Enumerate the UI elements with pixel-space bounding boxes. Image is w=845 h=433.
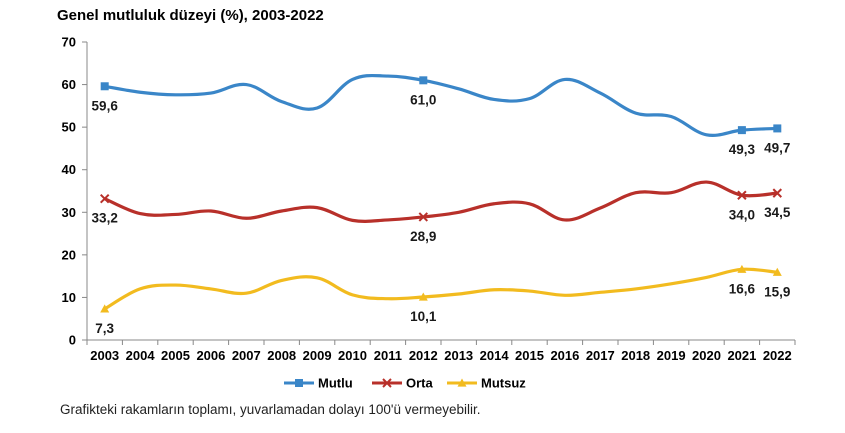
x-tick-label: 2017 bbox=[586, 348, 615, 363]
legend-label: Orta bbox=[406, 376, 434, 391]
x-tick-label: 2011 bbox=[374, 348, 402, 363]
series-lines bbox=[103, 73, 778, 311]
legend-item-mutlu: Mutlu bbox=[284, 376, 353, 391]
legend: Mutlu Orta Mutsuz bbox=[284, 376, 526, 391]
data-label: 15,9 bbox=[764, 284, 790, 299]
marker-triangle bbox=[418, 292, 428, 301]
y-tick-label: 30 bbox=[62, 205, 76, 220]
y-tick-label: 10 bbox=[62, 290, 76, 305]
x-tick-label: 2005 bbox=[161, 348, 190, 363]
x-tick-label: 2015 bbox=[515, 348, 544, 363]
x-tick-label: 2004 bbox=[126, 348, 156, 363]
x-tick-label: 2008 bbox=[267, 348, 296, 363]
marker-square bbox=[773, 124, 782, 133]
x-tick-label: 2016 bbox=[550, 348, 579, 363]
legend-item-mutsuz: Mutsuz bbox=[447, 376, 526, 391]
marker-triangle bbox=[100, 304, 110, 313]
data-labels: 59,6 61,0 49,3 49,7 33,2 28,9 34,0 34,5 7,3 10,1 1… bbox=[92, 92, 791, 336]
marker-square bbox=[737, 126, 746, 135]
marker-cross bbox=[418, 212, 429, 222]
marker-square bbox=[295, 379, 303, 387]
data-label: 49,7 bbox=[764, 140, 790, 155]
marker-square bbox=[100, 82, 109, 91]
marker-triangle bbox=[457, 378, 467, 387]
data-label: 34,0 bbox=[729, 207, 755, 222]
legend-label: Mutlu bbox=[318, 376, 353, 391]
x-tick-label: 2019 bbox=[657, 348, 686, 363]
x-tick-label: 2020 bbox=[692, 348, 721, 363]
data-label: 7,3 bbox=[95, 321, 114, 336]
marker-cross bbox=[382, 378, 392, 388]
x-tick-label: 2003 bbox=[90, 348, 119, 363]
y-tick-label: 40 bbox=[62, 162, 76, 177]
chart-title: Genel mutluluk düzeyi (%), 2003-2022 bbox=[57, 7, 324, 24]
data-label: 16,6 bbox=[729, 281, 756, 296]
x-tick-label: 2018 bbox=[621, 348, 650, 363]
x-tick-label: 2007 bbox=[232, 348, 261, 363]
y-tick-label: 0 bbox=[69, 333, 76, 348]
x-tick-label: 2022 bbox=[763, 348, 792, 363]
x-tick-label: 2012 bbox=[409, 348, 438, 363]
y-tick-label: 20 bbox=[62, 247, 76, 262]
marker-triangle bbox=[772, 267, 782, 276]
markers bbox=[99, 76, 783, 313]
marker-triangle bbox=[737, 264, 747, 273]
data-label: 10,1 bbox=[410, 309, 437, 324]
y-tick-label: 60 bbox=[62, 77, 76, 92]
legend-label: Mutsuz bbox=[481, 376, 526, 391]
y-tick-label: 50 bbox=[62, 120, 76, 135]
data-label: 49,3 bbox=[729, 142, 756, 157]
series-line-mutlu bbox=[104, 73, 778, 137]
y-tick-label: 70 bbox=[62, 35, 76, 50]
marker-cross bbox=[99, 193, 110, 204]
x-tick-label: 2009 bbox=[303, 348, 332, 363]
footnote: Grafikteki rakamların toplamı, yuvarlama… bbox=[60, 402, 481, 417]
marker-square bbox=[419, 76, 428, 85]
data-label: 61,0 bbox=[410, 92, 436, 107]
series-line-mutsuz bbox=[103, 267, 778, 311]
x-tick-label: 2006 bbox=[196, 348, 225, 363]
data-label: 33,2 bbox=[92, 211, 118, 226]
data-label: 34,5 bbox=[764, 205, 791, 220]
data-label: 59,6 bbox=[92, 98, 119, 113]
marker-cross bbox=[772, 188, 783, 198]
legend-item-orta: Orta bbox=[372, 376, 434, 391]
x-tick-label: 2021 bbox=[727, 348, 756, 363]
x-tick-label: 2010 bbox=[338, 348, 367, 363]
marker-cross bbox=[737, 190, 747, 200]
data-label: 28,9 bbox=[410, 229, 436, 244]
axes: 0 10 20 30 40 50 60 70 2003 2004 2005 2006 2007 2008 2… bbox=[62, 35, 796, 363]
x-tick-label: 2013 bbox=[444, 348, 473, 363]
x-tick-label: 2014 bbox=[480, 348, 510, 363]
series-line-orta bbox=[104, 180, 778, 223]
